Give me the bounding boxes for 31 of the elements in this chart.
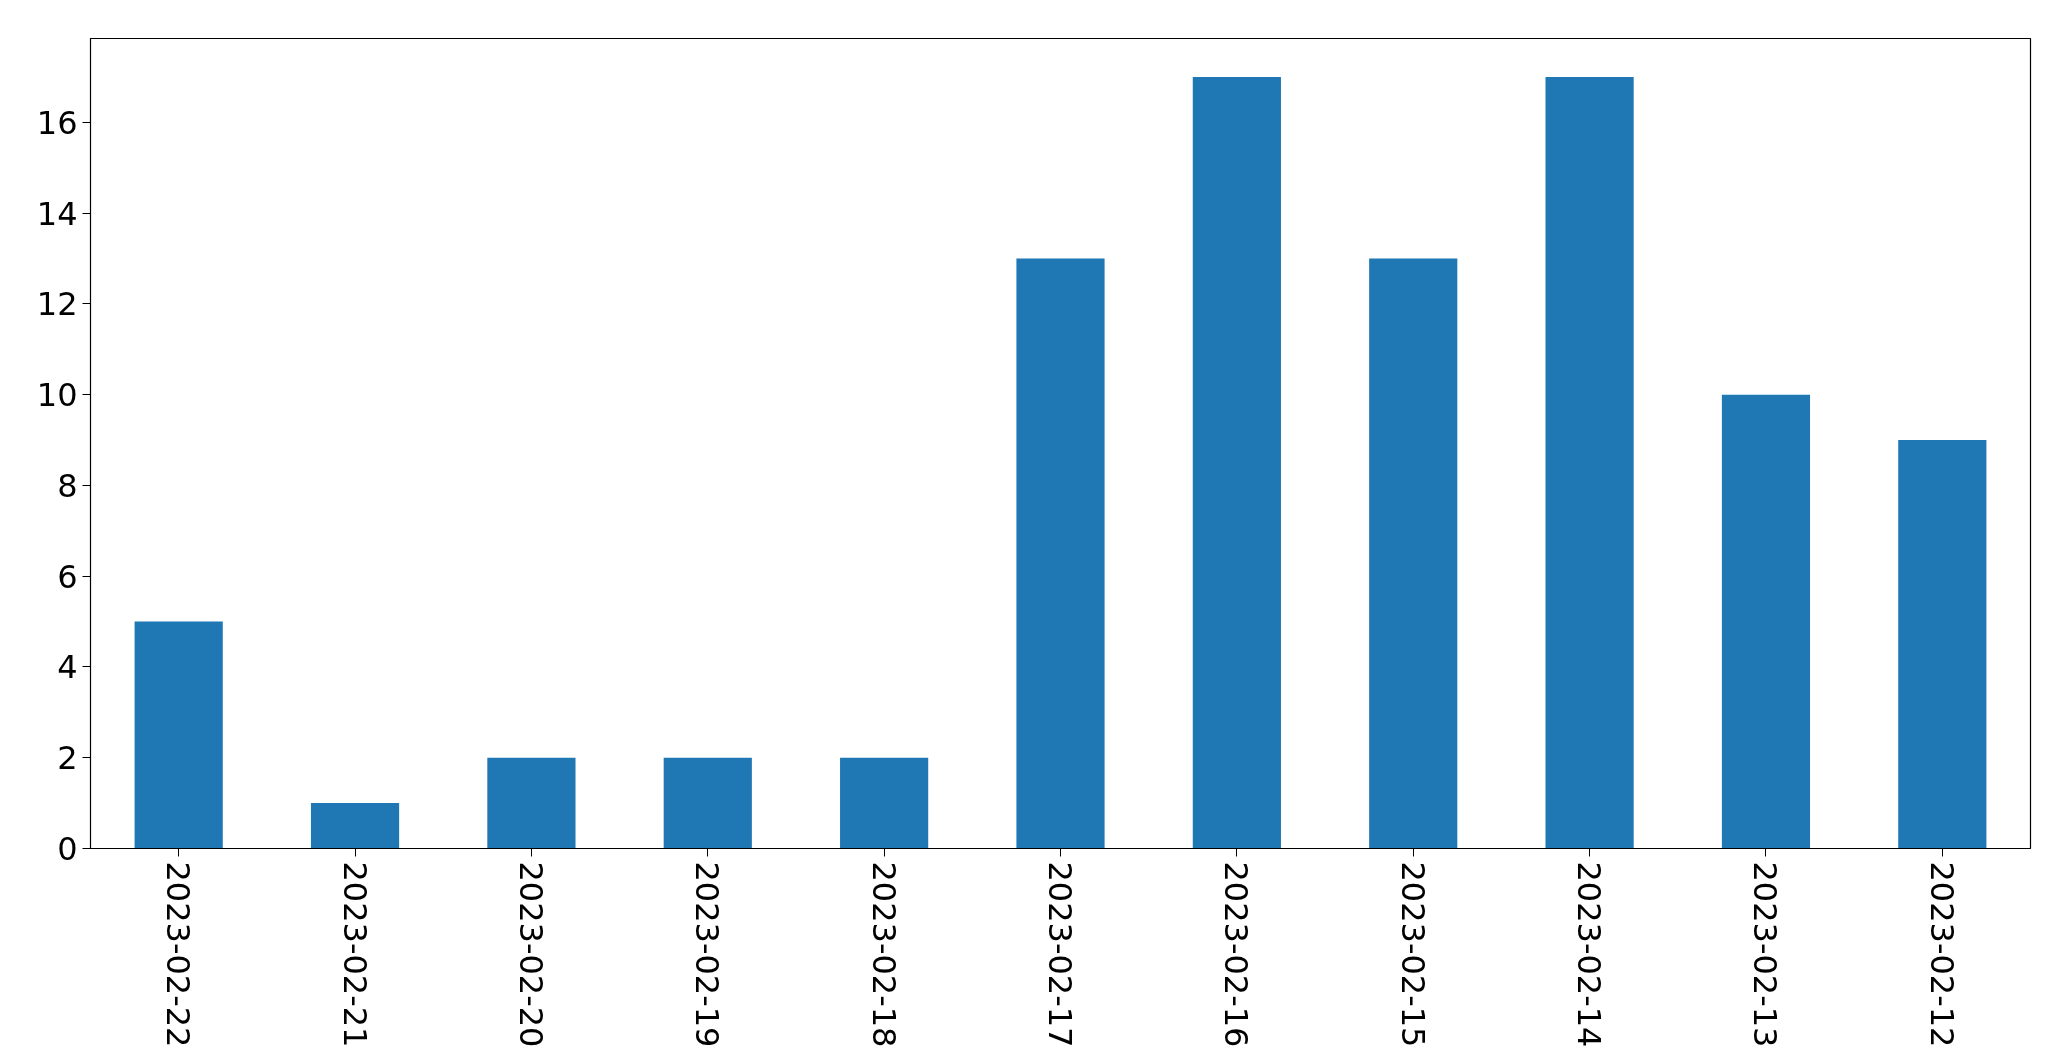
x-tick-label: 2023-02-16 [1217,861,1256,1048]
x-tick-label: 2023-02-17 [1041,861,1079,1048]
y-tick-label: 12 [36,285,78,324]
x-tick-label: 2023-02-18 [864,861,903,1048]
bar [1545,77,1634,849]
y-tick-label: 8 [57,466,78,505]
y-tick-label: 2 [57,739,78,778]
y-tick-label: 16 [36,103,78,142]
bar [1721,394,1811,849]
bar [840,757,929,849]
y-tick-label: 10 [36,376,78,415]
x-tick-label: 2023-02-20 [511,861,550,1048]
x-tick-label: 2023-02-22 [159,861,198,1048]
x-tick-label: 2023-02-13 [1746,861,1785,1048]
bar [663,757,752,849]
x-tick-label: 2023-02-12 [1922,861,1961,1048]
bar [1192,77,1281,849]
x-tick-label: 2023-02-15 [1393,861,1432,1048]
bar [310,803,400,849]
y-tick-label: 14 [36,194,78,233]
y-tick-label: 0 [57,830,78,868]
bar [1016,258,1105,849]
x-tick-label: 2023-02-19 [688,861,727,1048]
y-tick-label: 6 [57,557,78,596]
bar [1898,440,1987,849]
x-tick-label: 2023-02-14 [1570,861,1609,1048]
bar [134,621,223,849]
bar [487,757,576,849]
x-tick-label: 2023-02-21 [335,861,374,1048]
bar [1369,258,1458,849]
y-tick-label: 4 [57,648,78,687]
